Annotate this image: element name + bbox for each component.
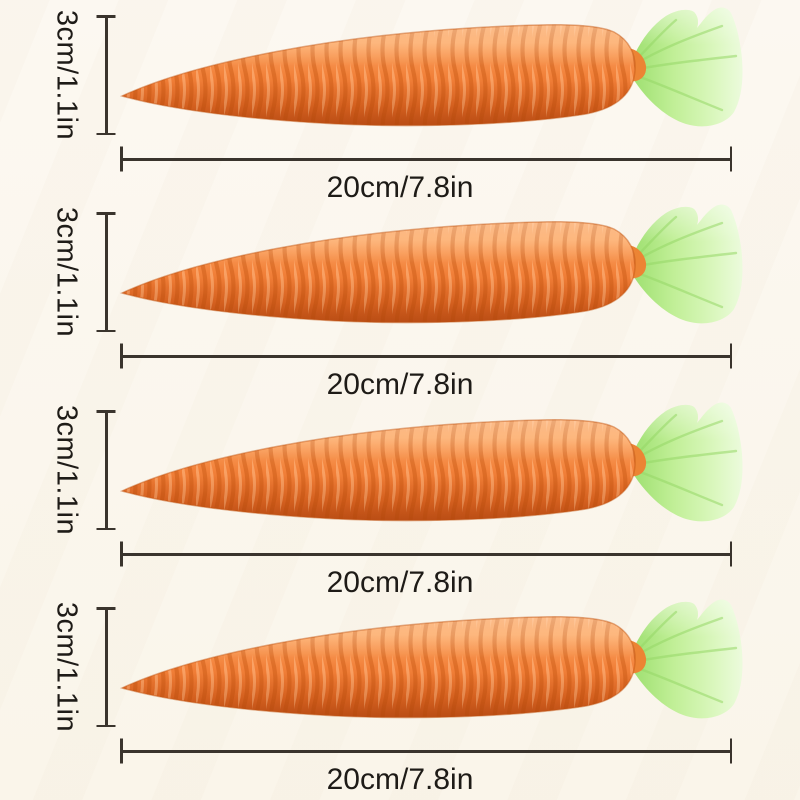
height-dimension-line (105, 213, 108, 331)
height-dimension-label: 3cm/1.1in (50, 9, 83, 141)
height-dimension-label: 3cm/1.1in (50, 404, 83, 536)
carrot-unit-4: 3cm/1.1in 20cm/7.8in (0, 592, 800, 797)
length-dimension-line (121, 553, 731, 556)
length-dimension-line (121, 750, 731, 753)
height-dimension-label: 3cm/1.1in (50, 206, 83, 338)
height-dimension-line (105, 16, 108, 134)
length-dimension-label: 20cm/7.8in (326, 566, 474, 599)
length-dimension-label: 20cm/7.8in (326, 171, 474, 204)
carrot-unit-2: 3cm/1.1in 20cm/7.8in (0, 197, 800, 402)
height-dimension-line (105, 608, 108, 726)
length-dimension-line (121, 355, 731, 358)
length-dimension-label: 20cm/7.8in (326, 763, 474, 796)
carrot-unit-3: 3cm/1.1in 20cm/7.8in (0, 395, 800, 600)
length-dimension-label: 20cm/7.8in (326, 368, 474, 401)
height-dimension-line (105, 411, 108, 529)
length-dimension-line (121, 158, 731, 161)
height-dimension-label: 3cm/1.1in (50, 601, 83, 733)
carrot-unit-1: 3cm/1.1in 20cm/7.8in (0, 0, 800, 205)
